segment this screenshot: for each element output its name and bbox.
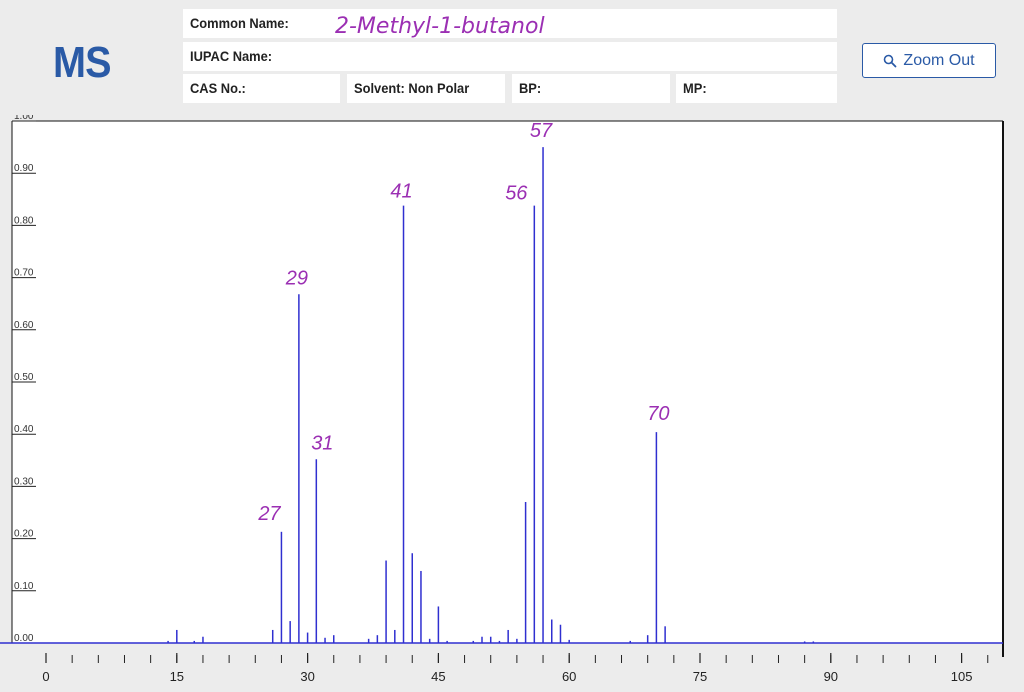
cas-field[interactable]: CAS No.: bbox=[183, 74, 340, 103]
peak-annotation: 27 bbox=[257, 503, 281, 525]
x-tick-label: 45 bbox=[431, 669, 445, 684]
peak-annotation: 31 bbox=[311, 432, 333, 454]
mp-field[interactable]: MP: bbox=[676, 74, 837, 103]
cas-label: CAS No.: bbox=[190, 80, 246, 96]
bp-label: BP: bbox=[519, 80, 542, 96]
mp-label: MP: bbox=[683, 80, 707, 96]
peak-annotation: 56 bbox=[505, 183, 528, 205]
common-name-handwritten: 2-Methyl-1-butanol bbox=[335, 14, 545, 39]
zoom-out-button[interactable]: Zoom Out bbox=[862, 43, 996, 78]
peak-annotation: 41 bbox=[390, 181, 412, 203]
peak-annotation: 29 bbox=[285, 267, 308, 289]
x-tick-label: 0 bbox=[42, 669, 49, 684]
common-name-label: Common Name: bbox=[190, 15, 289, 31]
y-tick-label: 0.40 bbox=[14, 424, 34, 435]
search-icon bbox=[884, 54, 897, 67]
spectrum-svg: 0.00 0.10 0.20 0.30 0.40 0.50 0.60 0.70 0.80 0.90… bbox=[0, 111, 1004, 684]
x-tick-label: 15 bbox=[170, 669, 184, 684]
zoom-out-label: Zoom Out bbox=[903, 51, 975, 69]
y-tick-label: 0.80 bbox=[14, 215, 34, 226]
x-tick-label: 75 bbox=[693, 669, 707, 684]
y-tick-label: 0.00 bbox=[14, 633, 34, 644]
bp-field[interactable]: BP: bbox=[512, 74, 670, 103]
y-tick-label: 0.20 bbox=[14, 529, 34, 540]
common-name-field[interactable]: Common Name: bbox=[183, 9, 837, 38]
x-tick-label: 105 bbox=[951, 669, 973, 684]
peak-annotation: 57 bbox=[530, 120, 553, 142]
y-tick-label: 0.70 bbox=[14, 268, 34, 279]
y-tick-label: 1.00 bbox=[14, 115, 34, 122]
x-tick-label: 60 bbox=[562, 669, 576, 684]
x-tick-label: 90 bbox=[824, 669, 838, 684]
solvent-field[interactable]: Solvent: Non Polar bbox=[347, 74, 505, 103]
y-tick-label: 0.60 bbox=[14, 320, 34, 331]
plot-background bbox=[12, 121, 1003, 643]
y-tick-label: 0.30 bbox=[14, 476, 34, 487]
y-tick-label: 0.50 bbox=[14, 372, 34, 383]
peak-annotation: 70 bbox=[647, 403, 669, 425]
x-tick-label: 30 bbox=[300, 669, 314, 684]
iupac-name-label: IUPAC Name: bbox=[190, 48, 273, 64]
iupac-name-field[interactable]: IUPAC Name: bbox=[183, 42, 837, 71]
y-tick-label: 0.90 bbox=[14, 163, 34, 174]
spectrum-chart[interactable]: 0.00 0.10 0.20 0.30 0.40 0.50 0.60 0.70 0.80 0.90… bbox=[0, 111, 1024, 687]
solvent-label: Solvent: Non Polar bbox=[354, 80, 470, 96]
y-tick-label: 0.10 bbox=[14, 581, 34, 592]
app-logo: MS bbox=[53, 38, 111, 87]
